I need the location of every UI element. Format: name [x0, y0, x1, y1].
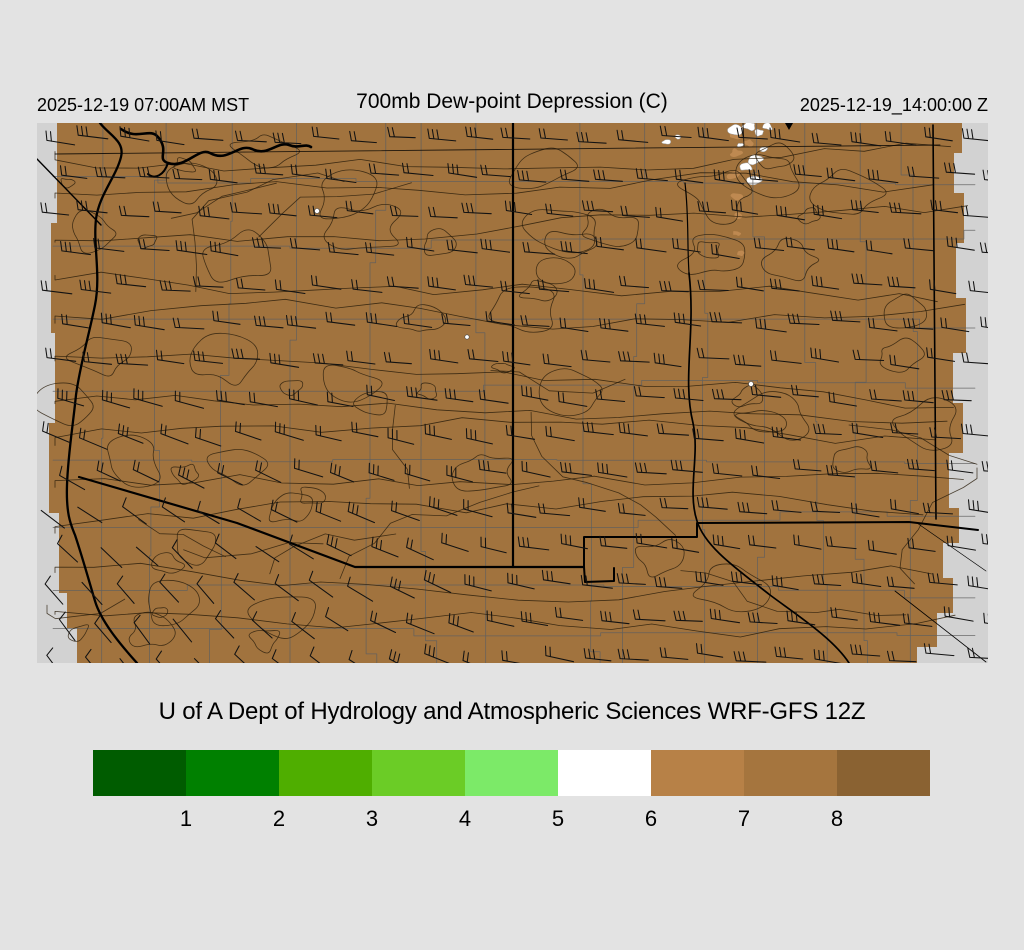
colorbar-tick-label: 7: [737, 806, 751, 831]
colorbar-tick-label: 3: [365, 806, 379, 831]
colorbar-tick-label: 5: [551, 806, 565, 831]
map-title: 700mb Dew-point Depression (C): [356, 90, 668, 113]
valid-time-local: 2025-12-19 07:00AM MST: [37, 95, 250, 115]
colorbar-segment: [837, 750, 930, 796]
dewpoint-depression-map-canvas: [37, 123, 988, 663]
colorbar: [93, 750, 930, 796]
colorbar-tick-label: 4: [458, 806, 472, 831]
colorbar-tick-label: 8: [830, 806, 844, 831]
colorbar-segment: [558, 750, 651, 796]
caption: U of A Dept of Hydrology and Atmospheric…: [158, 698, 866, 725]
weather-map: [37, 123, 988, 663]
colorbar-segment: [651, 750, 744, 796]
colorbar-segment: [186, 750, 279, 796]
colorbar-tick-label: 6: [644, 806, 658, 831]
valid-time-utc: 2025-12-19_14:00:00 Z: [799, 95, 988, 115]
colorbar-segment: [465, 750, 558, 796]
colorbar-tick-labels: 1 2 3 4 5 6 7 8: [0, 806, 1024, 832]
colorbar-tick-label: 1: [179, 806, 193, 831]
colorbar-segment: [93, 750, 186, 796]
colorbar-tick-label: 2: [272, 806, 286, 831]
colorbar-segment: [372, 750, 465, 796]
colorbar-segment: [744, 750, 837, 796]
colorbar-segment: [279, 750, 372, 796]
